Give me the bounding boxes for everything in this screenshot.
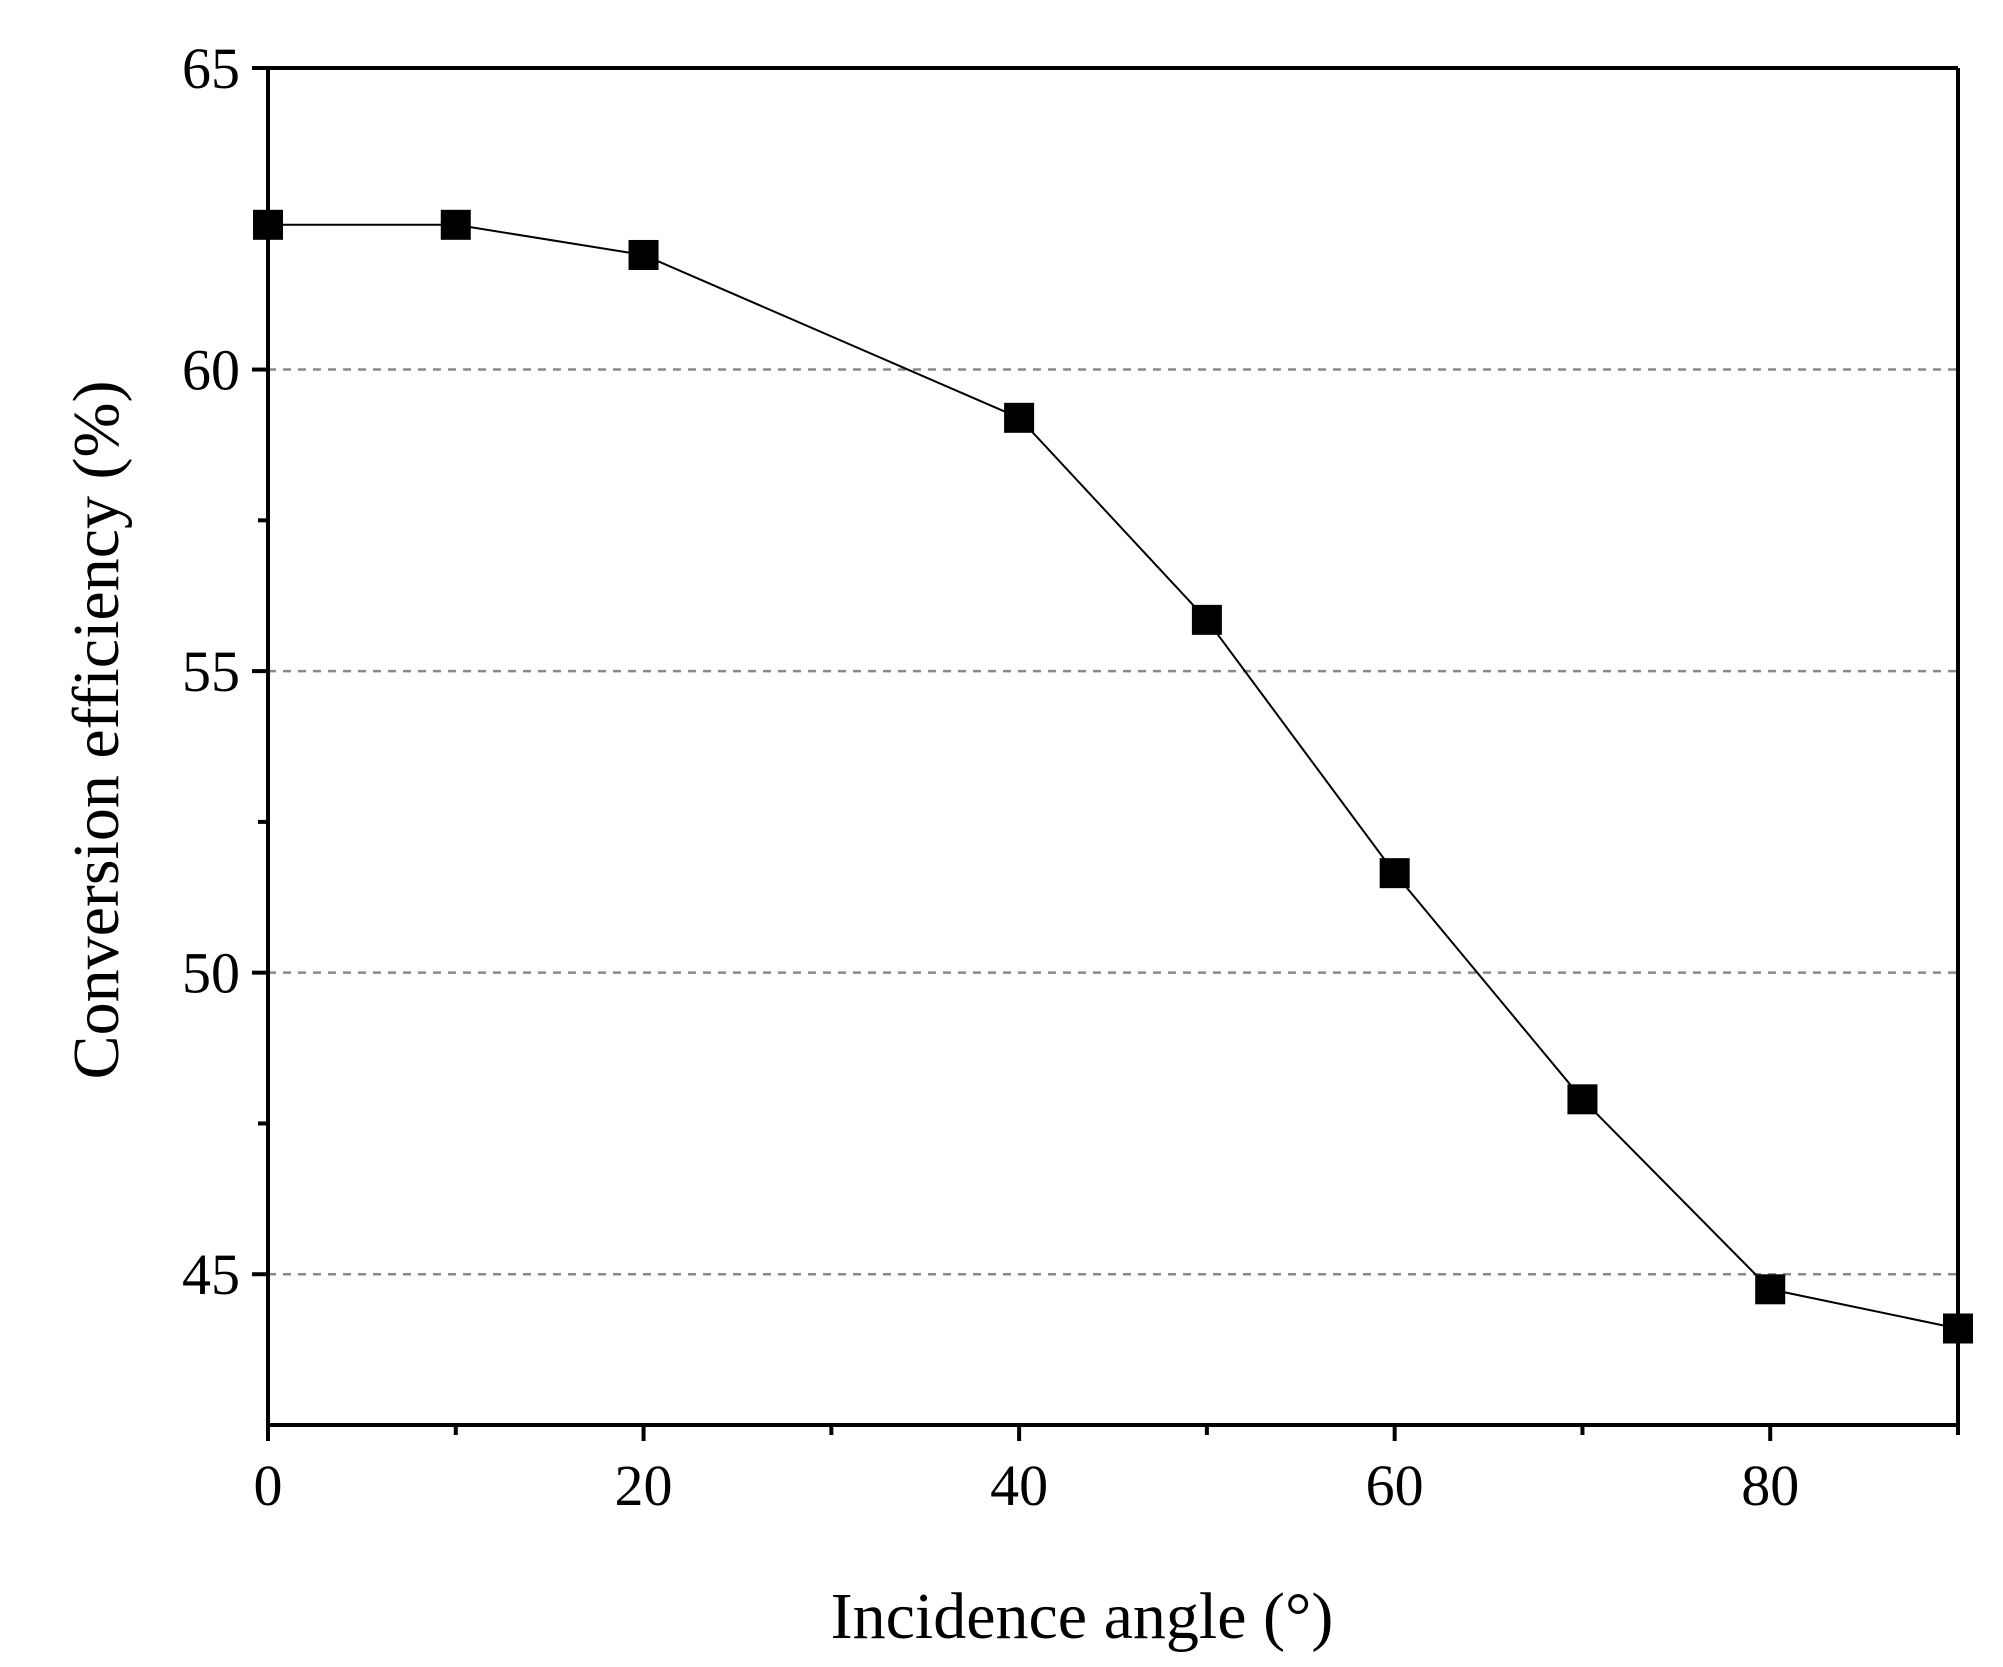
x-tick-label-80: 80 xyxy=(1741,1453,1799,1518)
x-tick-label-0: 0 xyxy=(254,1453,283,1518)
chart-container: 0 20 40 60 80 45 50 55 60 65 Incidence angle (°) … xyxy=(0,0,2003,1667)
ticks xyxy=(252,68,1958,1441)
tick-labels: 0 20 40 60 80 45 50 55 60 65 xyxy=(182,36,1799,1518)
data-point-10 xyxy=(441,210,471,240)
line-chart: 0 20 40 60 804550556065 Incidence angle (°) … xyxy=(0,0,2003,1667)
data-point-70 xyxy=(1567,1084,1597,1114)
series-line-0 xyxy=(268,225,1958,1329)
data-series xyxy=(253,210,1973,1344)
y-tick-label-55: 55 xyxy=(182,639,240,704)
data-point-20 xyxy=(629,240,659,270)
data-point-90 xyxy=(1943,1314,1973,1344)
y-tick-label-45: 45 xyxy=(182,1242,240,1307)
y-tick-label-60: 60 xyxy=(182,338,240,403)
data-point-40 xyxy=(1004,403,1034,433)
x-tick-label-60: 60 xyxy=(1366,1453,1424,1518)
y-tick-label-65: 65 xyxy=(182,36,240,101)
y-tick-label-50: 50 xyxy=(182,941,240,1006)
data-point-50 xyxy=(1192,605,1222,635)
x-tick-label-40: 40 xyxy=(990,1453,1048,1518)
x-tick-label-20: 20 xyxy=(615,1453,673,1518)
data-point-0 xyxy=(253,210,283,240)
y-axis-title: Conversion efficiency (%) xyxy=(60,381,133,1080)
gridlines xyxy=(268,370,1958,1275)
x-axis-title: Incidence angle (°) xyxy=(831,1580,1334,1653)
data-point-60 xyxy=(1380,858,1410,888)
data-point-80 xyxy=(1755,1274,1785,1304)
